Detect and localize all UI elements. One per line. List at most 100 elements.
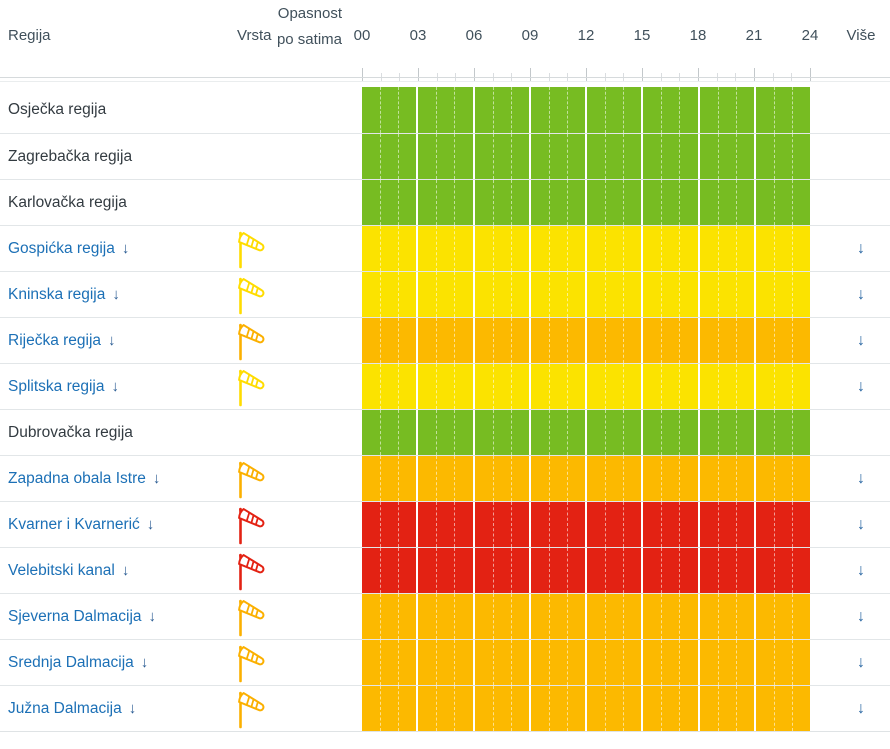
- region-name: Dubrovačka regija: [8, 424, 133, 441]
- hour-bars: [362, 686, 810, 731]
- more-arrow[interactable]: ↓: [857, 654, 865, 671]
- warning-type-cell: [236, 598, 276, 638]
- more-arrow[interactable]: ↓: [857, 286, 865, 303]
- region-link[interactable]: Gospićka regija ↓: [8, 240, 129, 257]
- hour-block-orange: [699, 686, 754, 731]
- more-arrow[interactable]: ↓: [857, 700, 865, 717]
- more-arrow[interactable]: ↓: [857, 562, 865, 579]
- hour-block-yellow: [362, 226, 417, 271]
- hour-block-orange: [643, 456, 698, 501]
- hour-bars: [362, 364, 810, 409]
- hour-block-orange: [699, 594, 754, 639]
- column-header-more: Više: [846, 27, 876, 44]
- hour-block-yellow: [418, 364, 473, 409]
- hour-bars: [362, 640, 810, 685]
- region-link[interactable]: Kvarner i Kvarnerić ↓: [8, 516, 154, 533]
- hour-block-yellow: [699, 272, 754, 317]
- warning-type-cell: [236, 460, 276, 500]
- hour-block-red: [587, 502, 642, 547]
- region-expand-arrow: ↓: [121, 240, 130, 257]
- hour-block-green: [474, 410, 529, 455]
- hour-block-orange: [699, 456, 754, 501]
- region-name: Karlovačka regija: [8, 194, 127, 211]
- region-link[interactable]: Kninska regija ↓: [8, 286, 120, 303]
- hour-bars: [362, 456, 810, 501]
- hour-block-orange: [362, 640, 417, 685]
- hour-label: 03: [409, 27, 427, 44]
- hour-block-green: [643, 134, 698, 179]
- hour-block-orange: [362, 456, 417, 501]
- hour-bars: [362, 134, 810, 179]
- region-link[interactable]: Srednja Dalmacija ↓: [8, 654, 148, 671]
- region-expand-arrow: ↓: [148, 608, 157, 625]
- hour-block-red: [587, 548, 642, 593]
- hour-block-orange: [755, 456, 810, 501]
- hour-block-green: [643, 180, 698, 225]
- hour-block-green: [587, 410, 642, 455]
- hour-block-red: [699, 502, 754, 547]
- more-arrow[interactable]: ↓: [857, 332, 865, 349]
- warning-type-cell: [236, 644, 276, 684]
- column-header-type: Vrsta: [237, 27, 272, 44]
- hour-block-green: [362, 134, 417, 179]
- hour-block-red: [755, 502, 810, 547]
- column-header-danger-by-hours: Opasnost po satima: [276, 5, 342, 48]
- hour-bars: [362, 318, 810, 363]
- region-expand-arrow: ↓: [146, 516, 155, 533]
- hour-block-orange: [699, 318, 754, 363]
- hour-block-green: [755, 180, 810, 225]
- hour-block-orange: [643, 686, 698, 731]
- more-arrow[interactable]: ↓: [857, 240, 865, 257]
- hour-block-green: [362, 410, 417, 455]
- hour-tick-ruler: [362, 68, 812, 81]
- table-row: Kvarner i Kvarnerić ↓ ↓: [0, 501, 890, 547]
- hour-label: 24: [801, 27, 819, 44]
- hour-block-orange: [587, 594, 642, 639]
- hour-block-green: [587, 180, 642, 225]
- region-name: Splitska regija: [8, 378, 105, 395]
- hour-block-orange: [362, 318, 417, 363]
- hour-block-yellow: [362, 272, 417, 317]
- hour-block-yellow: [474, 226, 529, 271]
- hour-block-orange: [643, 640, 698, 685]
- region-link[interactable]: Velebitski kanal ↓: [8, 562, 129, 579]
- hour-block-orange: [474, 640, 529, 685]
- table-row: Južna Dalmacija ↓ ↓: [0, 685, 890, 731]
- hour-bars: [362, 226, 810, 271]
- hour-block-green: [474, 180, 529, 225]
- region-name: Gospićka regija: [8, 240, 115, 257]
- hour-block-orange: [530, 686, 585, 731]
- hour-block-yellow: [530, 272, 585, 317]
- region-cell: Dubrovačka regija: [8, 410, 233, 455]
- region-link[interactable]: Riječka regija ↓: [8, 332, 116, 349]
- region-link[interactable]: Splitska regija ↓: [8, 378, 119, 395]
- hour-block-green: [699, 180, 754, 225]
- region-link[interactable]: Sjeverna Dalmacija ↓: [8, 608, 156, 625]
- warning-type-cell: [236, 690, 276, 730]
- hour-block-green: [418, 134, 473, 179]
- region-name: Sjeverna Dalmacija: [8, 608, 142, 625]
- hour-block-green: [643, 410, 698, 455]
- hour-block-yellow: [362, 364, 417, 409]
- hour-bars: [362, 410, 810, 455]
- hour-block-green: [755, 410, 810, 455]
- hour-bars: [362, 502, 810, 547]
- hour-block-green: [418, 410, 473, 455]
- more-arrow[interactable]: ↓: [857, 608, 865, 625]
- hour-block-yellow: [643, 272, 698, 317]
- region-link[interactable]: Južna Dalmacija ↓: [8, 700, 136, 717]
- region-cell: Zapadna obala Istre ↓: [8, 456, 233, 501]
- windsock-icon: [238, 691, 265, 729]
- more-arrow[interactable]: ↓: [857, 516, 865, 533]
- hour-block-green: [699, 87, 754, 133]
- warning-type-cell: [236, 184, 276, 224]
- region-cell: Karlovačka regija: [8, 180, 233, 225]
- hour-block-yellow: [699, 226, 754, 271]
- region-link[interactable]: Zapadna obala Istre ↓: [8, 470, 160, 487]
- hour-tick: [474, 68, 475, 81]
- hour-block-orange: [587, 318, 642, 363]
- hour-block-green: [474, 134, 529, 179]
- hour-block-green: [530, 87, 585, 133]
- more-arrow[interactable]: ↓: [857, 378, 865, 395]
- more-arrow[interactable]: ↓: [857, 470, 865, 487]
